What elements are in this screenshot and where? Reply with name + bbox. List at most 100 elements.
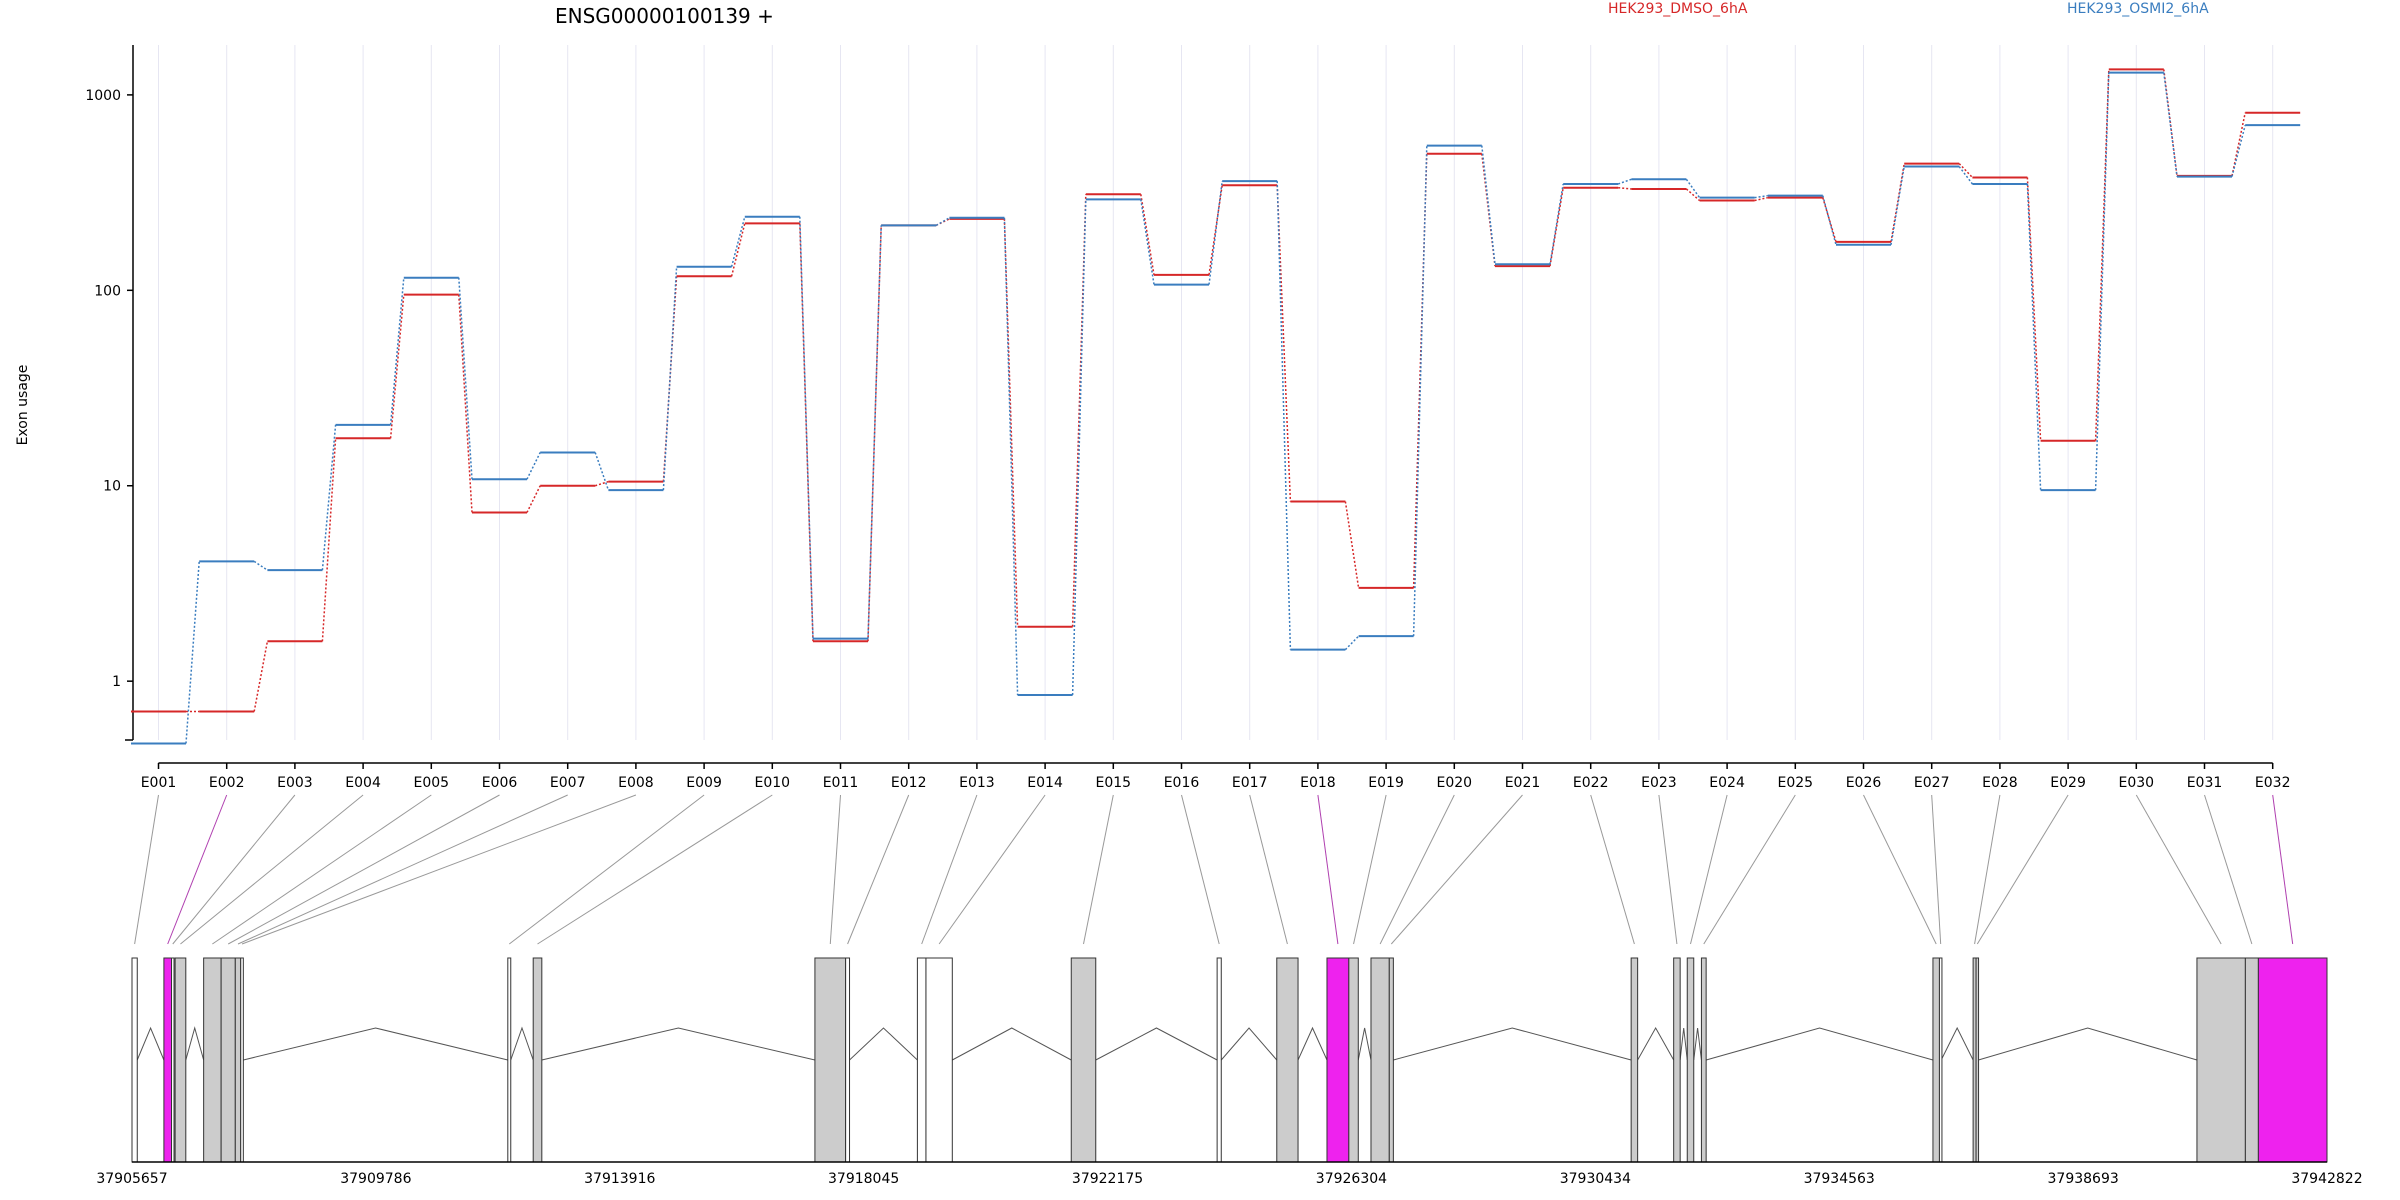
exon-connector	[172, 794, 296, 945]
series-connector	[253, 560, 268, 571]
series-connector	[1412, 145, 1428, 637]
series-connector	[1003, 218, 1019, 627]
exon-connector	[847, 794, 910, 945]
exon-connector	[1690, 794, 1728, 945]
series-connector	[2094, 72, 2110, 491]
exon-connector	[227, 794, 500, 945]
legend-entry-dmso: HEK293_DMSO_6hA	[1608, 1, 1748, 17]
exon-connector	[1390, 794, 1523, 945]
series-connector	[662, 266, 678, 491]
x-tick-label: E008	[618, 775, 654, 791]
intron	[510, 1026, 534, 1061]
exon-box	[171, 957, 175, 1163]
x-tick-label: E022	[1573, 775, 1609, 791]
series-connector	[1208, 181, 1223, 285]
genome-tick-label: 37930434	[1560, 1171, 1631, 1187]
exon-box	[1686, 957, 1695, 1163]
exon-box	[1975, 957, 1980, 1163]
intron	[849, 1027, 918, 1061]
exon-connector	[1181, 794, 1220, 945]
exon-connector	[2135, 794, 2222, 945]
series-connector	[458, 277, 473, 480]
exon-box	[532, 957, 543, 1163]
exon-connector	[1703, 794, 1796, 945]
genome-tick-label: 37905657	[96, 1171, 167, 1187]
series-connector	[1617, 178, 1632, 185]
intron	[1978, 1027, 2198, 1061]
exon-connector	[938, 794, 1046, 945]
x-tick-label: E005	[414, 775, 450, 791]
intron	[185, 1026, 205, 1061]
x-tick-label: E012	[891, 775, 927, 791]
series-connector	[185, 561, 200, 744]
exon-connector	[829, 794, 841, 945]
x-tick-label: E014	[1027, 775, 1063, 791]
series-connector	[1344, 501, 1360, 589]
x-tick-label: E017	[1232, 775, 1268, 791]
exon-box	[234, 957, 242, 1163]
exon-connector	[1931, 794, 1942, 945]
genome-tick-label: 37922175	[1072, 1171, 1143, 1187]
genome-tick-label: 37934563	[1804, 1171, 1875, 1187]
exon-box	[1070, 957, 1097, 1163]
exon-box	[845, 957, 851, 1163]
exon-connector	[180, 794, 364, 945]
series-connector	[730, 216, 746, 267]
exon-connector	[921, 794, 978, 945]
x-tick-label: E031	[2187, 775, 2223, 791]
y-tick-label: 1	[112, 674, 121, 690]
y-axis: 1 10 100 1000	[85, 45, 134, 741]
x-tick-label: E003	[277, 775, 313, 791]
series-connector	[935, 217, 950, 226]
series-connector	[1071, 199, 1087, 695]
exon-box	[925, 957, 953, 1163]
series-connector	[2094, 69, 2110, 441]
x-tick-label: E023	[1641, 775, 1677, 791]
data-series	[131, 68, 2301, 745]
x-tick-label: E007	[550, 775, 586, 791]
exon-box	[1700, 957, 1707, 1163]
series-connector	[321, 424, 337, 571]
exon-box	[1326, 957, 1350, 1163]
exon-connector	[1974, 794, 2001, 945]
grid	[158, 45, 2274, 740]
exon-box	[1673, 957, 1681, 1163]
exon-box	[507, 957, 512, 1163]
intron	[541, 1027, 816, 1061]
exon-box	[916, 957, 927, 1163]
genome-tick-label: 37909786	[340, 1171, 411, 1187]
series-1	[131, 68, 2301, 713]
exon-connector	[134, 794, 159, 945]
exon-connector	[1083, 794, 1114, 945]
intron	[243, 1027, 508, 1061]
exon-connector	[1658, 794, 1678, 945]
series-connector	[1822, 195, 1837, 245]
exon-box	[2257, 957, 2328, 1163]
exon-box	[240, 957, 244, 1163]
x-tick-label: E027	[1914, 775, 1950, 791]
intron	[1637, 1026, 1675, 1061]
x-tick-label: E028	[1982, 775, 2018, 791]
exon-box	[1388, 957, 1394, 1163]
series-connector	[389, 277, 405, 425]
y-tick-label: 1000	[85, 88, 121, 104]
series-connector	[1481, 145, 1496, 265]
exon-connector	[241, 794, 637, 945]
exon-connector	[2272, 794, 2294, 945]
x-tick-label: E025	[1778, 775, 1814, 791]
x-tick-label: E004	[345, 775, 381, 791]
x-tick-label: E032	[2255, 775, 2291, 791]
series-connector	[458, 294, 473, 513]
series-connector	[1140, 199, 1155, 285]
exon-box	[814, 957, 847, 1163]
exon-connector	[1863, 794, 1937, 945]
series-connector	[1754, 194, 1768, 199]
exon-connector	[1317, 794, 1339, 945]
series-connector	[1618, 186, 1632, 190]
series-connector	[935, 218, 950, 227]
series-connector	[1890, 163, 1905, 242]
exon-connector	[1249, 794, 1288, 945]
exon-box	[1630, 957, 1639, 1163]
intron	[1706, 1027, 1934, 1061]
x-tick-label: E002	[209, 775, 245, 791]
